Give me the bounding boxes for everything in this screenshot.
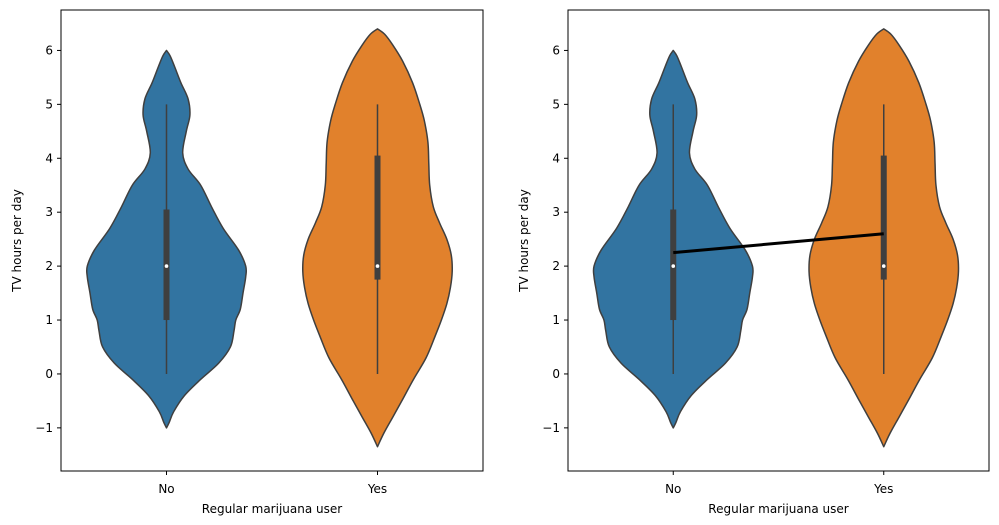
violin-layer	[85, 28, 453, 448]
y-tick-label: 5	[552, 97, 560, 111]
y-tick-label: 1	[552, 313, 560, 327]
y-tick-label: 3	[45, 205, 53, 219]
x-tick-label: Yes	[873, 482, 893, 496]
violin-layer	[592, 28, 960, 448]
y-tick-label: 2	[552, 259, 560, 273]
y-tick-label: 1	[45, 313, 53, 327]
x-tick-label: Yes	[367, 482, 387, 496]
y-tick-label: 0	[45, 367, 53, 381]
iqr-box-yes	[374, 155, 381, 280]
x-tick-label: No	[158, 482, 174, 496]
x-axis-label: Regular marijuana user	[708, 502, 848, 516]
y-axis: −1 0 1 2 3 4 5 6	[542, 43, 568, 435]
y-axis: −1 0 1 2 3 4 5 6	[35, 43, 61, 435]
median-marker-yes	[881, 264, 886, 268]
median-marker-no	[671, 264, 676, 268]
y-tick-label: −1	[542, 421, 560, 435]
x-axis: No Yes	[665, 471, 893, 496]
y-tick-label: 0	[552, 367, 560, 381]
overlay-layer	[673, 232, 884, 255]
y-tick-label: 4	[45, 151, 53, 165]
median-marker-no	[164, 264, 169, 268]
y-axis-label: TV hours per day	[517, 189, 531, 293]
mean-line	[673, 232, 884, 255]
y-axis-label: TV hours per day	[10, 189, 24, 293]
iqr-box-yes	[880, 155, 887, 280]
y-tick-label: 2	[45, 259, 53, 273]
plot-frame	[567, 9, 990, 472]
y-tick-label: 4	[552, 151, 560, 165]
x-axis-label: Regular marijuana user	[202, 502, 342, 516]
y-tick-label: −1	[35, 421, 53, 435]
plot-frame	[60, 9, 484, 472]
y-tick-label: 6	[45, 43, 53, 57]
median-marker-yes	[375, 264, 380, 268]
y-tick-label: 5	[45, 97, 53, 111]
x-axis: No Yes	[158, 471, 387, 496]
y-tick-label: 6	[552, 43, 560, 57]
right-violin-plot: −1 0 1 2 3 4 5 6 No Yes Regular marijuana user T…	[517, 9, 990, 516]
y-tick-label: 3	[552, 205, 560, 219]
x-tick-label: No	[665, 482, 681, 496]
left-violin-plot: −1 0 1 2 3 4 5 6 No Yes Regular marijuana user T…	[10, 9, 484, 516]
